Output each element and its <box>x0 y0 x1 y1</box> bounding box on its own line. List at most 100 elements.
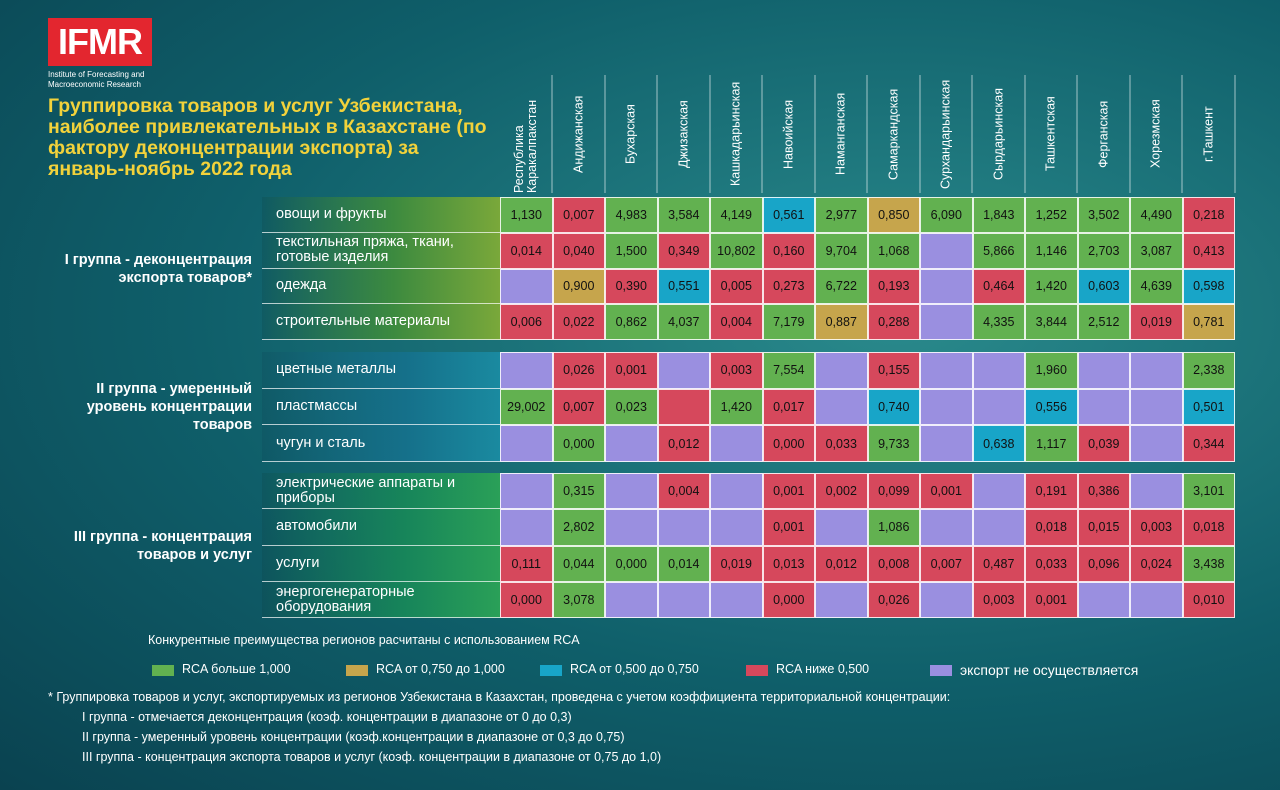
cell <box>1130 581 1183 619</box>
cell: 0,026 <box>867 581 920 619</box>
cell: 0,887 <box>815 304 868 341</box>
row-label: автомобили <box>262 509 500 546</box>
legend-label: RCA больше 1,000 <box>182 662 291 676</box>
cell: 0,013 <box>762 545 815 582</box>
cell <box>500 509 553 546</box>
cell <box>1077 352 1130 389</box>
cell: 1,068 <box>867 232 920 269</box>
cell: 0,638 <box>972 425 1025 463</box>
footnote: III группа - концентрация экспорта товар… <box>82 750 662 764</box>
title: Группировка товаров и услуг Узбекистана,… <box>48 95 487 180</box>
cell: 0,039 <box>1077 425 1130 463</box>
cell: 0,561 <box>762 197 815 233</box>
cell: 0,001 <box>920 473 973 510</box>
cell: 4,639 <box>1130 268 1183 305</box>
cell: 0,273 <box>762 268 815 305</box>
column-header: Наманганская <box>815 75 868 193</box>
cell <box>920 388 973 426</box>
cell: 9,704 <box>815 232 868 269</box>
cell: 0,010 <box>1182 581 1235 619</box>
cell: 1,420 <box>710 388 763 426</box>
cell: 3,584 <box>657 197 710 233</box>
cell: 3,438 <box>1182 545 1235 582</box>
cell: 4,335 <box>972 304 1025 341</box>
row-label: услуги <box>262 546 500 582</box>
cell <box>1077 388 1130 426</box>
cell: 0,033 <box>1025 545 1078 582</box>
footnote: * Группировка товаров и услуг, экспортир… <box>48 690 951 704</box>
legend-swatch <box>540 665 562 676</box>
cell <box>1130 425 1183 463</box>
row-label: одежда <box>262 269 500 305</box>
row-label: овощи и фрукты <box>262 197 500 233</box>
cell: 0,191 <box>1025 473 1078 510</box>
group-band <box>262 473 500 619</box>
cell: 0,003 <box>710 352 763 389</box>
cell: 1,130 <box>500 197 553 233</box>
cell <box>500 473 553 510</box>
cell <box>920 509 973 546</box>
cell <box>920 581 973 619</box>
cell: 29,002 <box>500 388 553 426</box>
column-header: Сурхандарьинская <box>920 75 973 193</box>
cell: 5,866 <box>972 232 1025 269</box>
column-header: Республика Каракалпакстан <box>500 75 553 193</box>
cell: 9,733 <box>867 425 920 463</box>
cell <box>920 232 973 269</box>
cell: 0,002 <box>815 473 868 510</box>
cell: 0,218 <box>1182 197 1235 233</box>
legend-swatch <box>152 665 174 676</box>
legend-label: экспорт не осуществляется <box>960 662 1139 678</box>
cell <box>972 388 1025 426</box>
column-header: г.Ташкент <box>1182 75 1235 193</box>
cell <box>1130 352 1183 389</box>
cell: 0,862 <box>605 304 658 341</box>
cell: 0,001 <box>762 473 815 510</box>
column-header: Хорезмская <box>1130 75 1183 193</box>
cell: 1,960 <box>1025 352 1078 389</box>
cell <box>710 509 763 546</box>
row-label: строительные материалы <box>262 304 500 341</box>
column-header: Самаркандская <box>867 75 920 193</box>
cell: 10,802 <box>710 232 763 269</box>
cell: 0,023 <box>605 388 658 426</box>
group-band <box>262 197 500 341</box>
cell: 1,117 <box>1025 425 1078 463</box>
cell: 0,386 <box>1077 473 1130 510</box>
cell: 0,001 <box>1025 581 1078 619</box>
column-header: Навоийская <box>762 75 815 193</box>
legend-label: RCA от 0,750 до 1,000 <box>376 662 505 676</box>
cell: 0,019 <box>1130 304 1183 341</box>
cell: 0,004 <box>657 473 710 510</box>
cell: 0,099 <box>867 473 920 510</box>
legend-swatch <box>346 665 368 676</box>
cell: 0,000 <box>762 581 815 619</box>
cell <box>657 509 710 546</box>
cell: 4,490 <box>1130 197 1183 233</box>
cell <box>1077 581 1130 619</box>
cell <box>657 581 710 619</box>
row-label: чугун и сталь <box>262 425 500 463</box>
group-label: III группа - концентрация товаров и услу… <box>73 528 252 563</box>
group-label: II группа - умеренный уровень концентрац… <box>86 381 252 434</box>
cell <box>500 352 553 389</box>
cell: 0,598 <box>1182 268 1235 305</box>
column-header: Сырдарьинская <box>972 75 1025 193</box>
cell: 4,983 <box>605 197 658 233</box>
cell: 2,802 <box>552 509 605 546</box>
cell: 1,146 <box>1025 232 1078 269</box>
cell <box>657 352 710 389</box>
cell <box>1130 473 1183 510</box>
cell: 0,004 <box>710 304 763 341</box>
cell <box>605 425 658 463</box>
cell: 0,019 <box>710 545 763 582</box>
cell <box>710 425 763 463</box>
cell: 0,022 <box>552 304 605 341</box>
cell: 0,001 <box>762 509 815 546</box>
cell: 0,033 <box>815 425 868 463</box>
cell <box>710 581 763 619</box>
group-label: I группа - деконцентрация экспорта товар… <box>64 251 252 286</box>
cell <box>972 509 1025 546</box>
cell: 0,344 <box>1182 425 1235 463</box>
cell: 0,111 <box>500 545 553 582</box>
